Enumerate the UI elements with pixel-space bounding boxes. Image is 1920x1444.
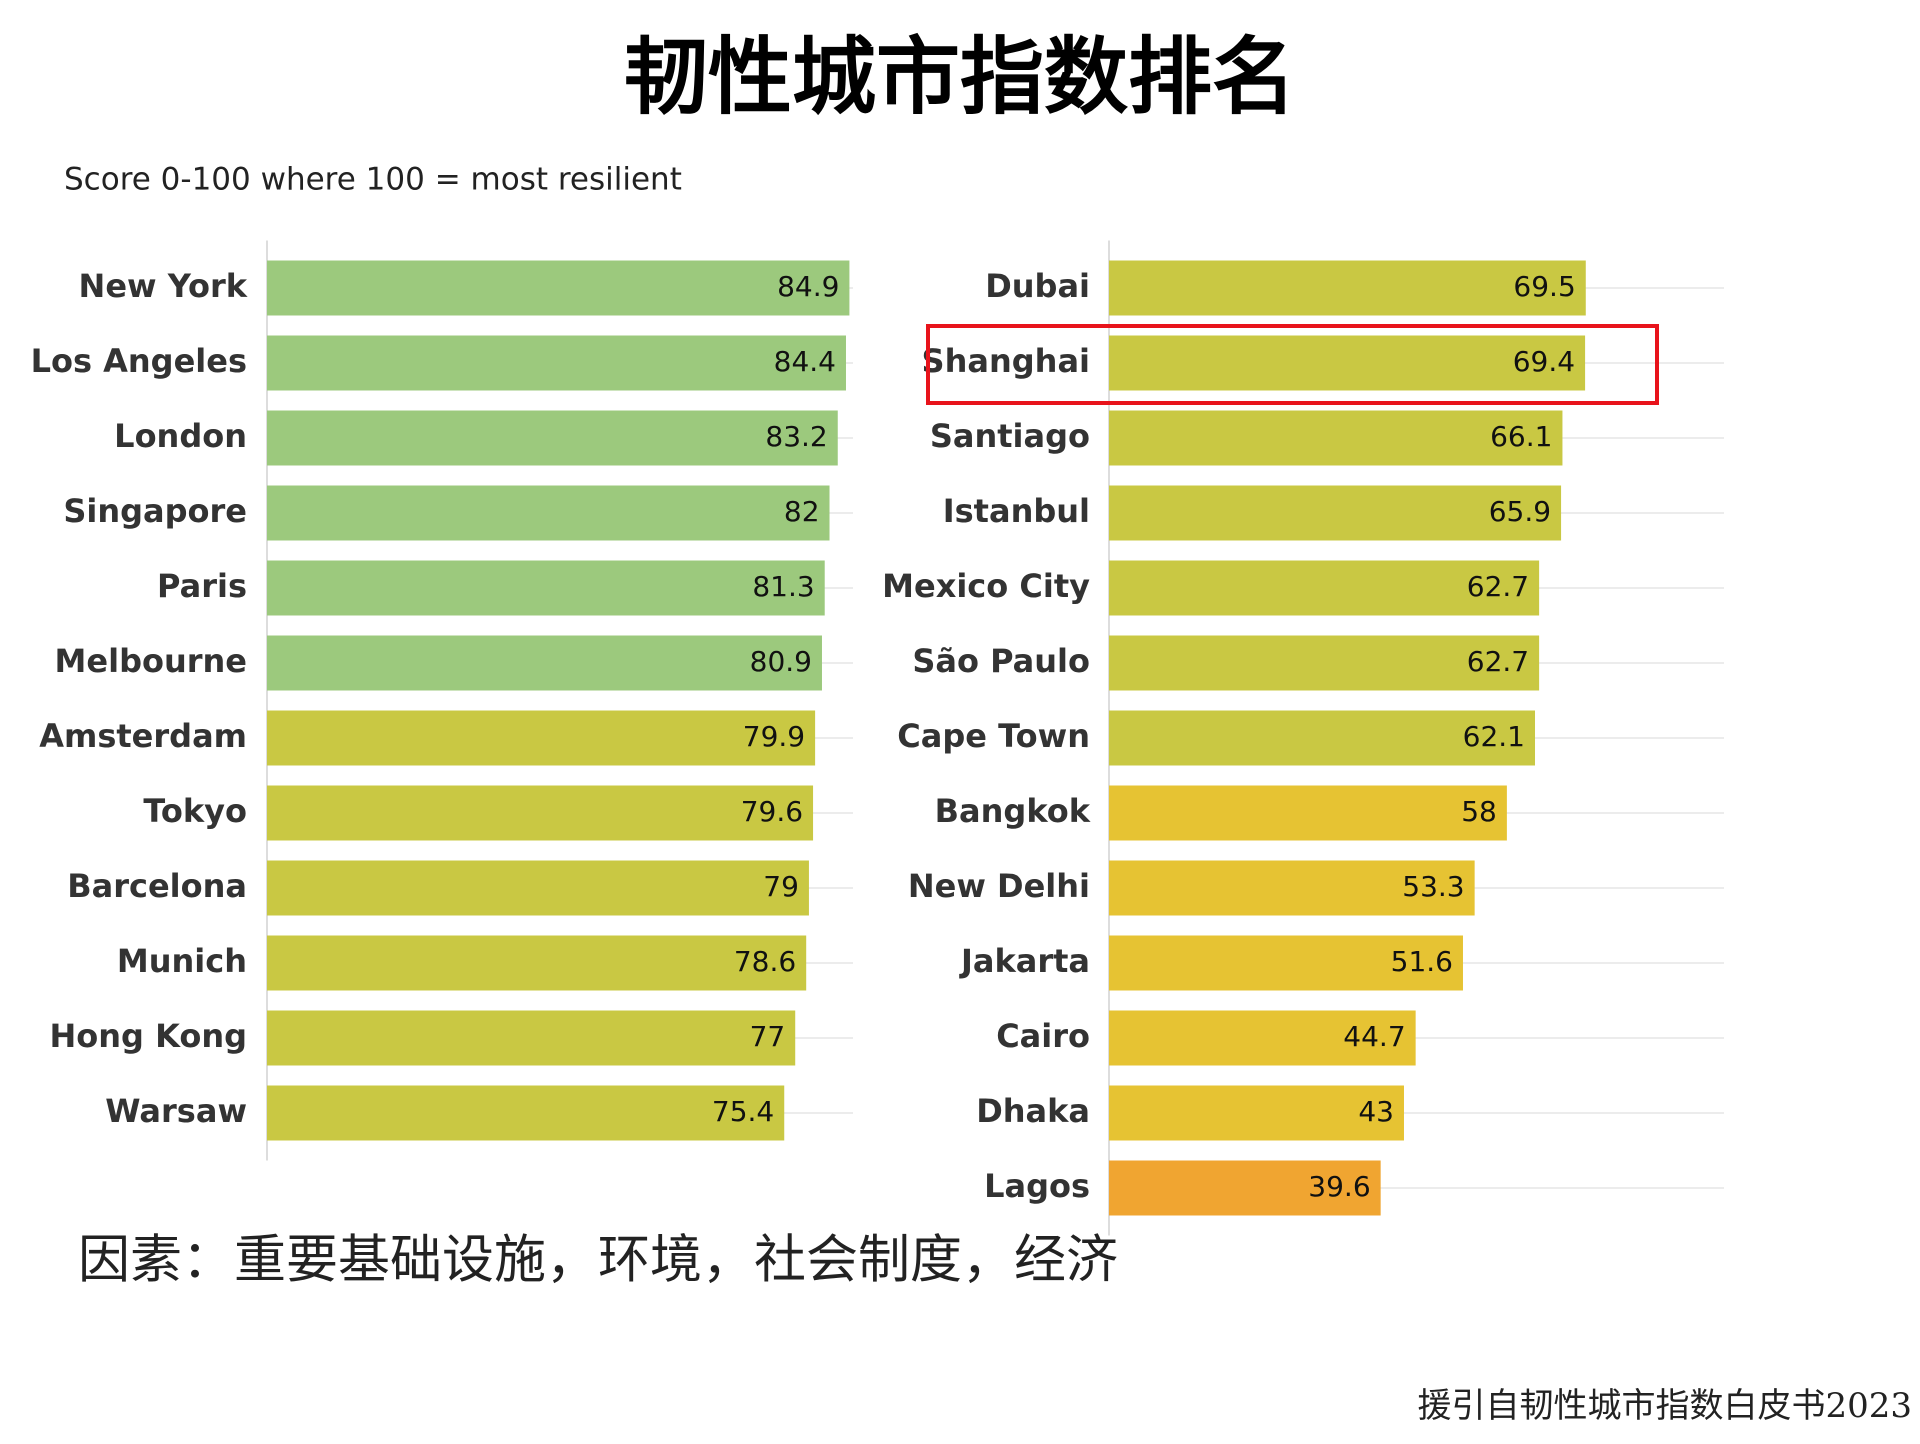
bar	[1109, 635, 1540, 691]
category-label: Cape Town	[897, 717, 1090, 755]
value-label: 69.4	[1513, 345, 1575, 378]
source: 援引自韧性城市指数白皮书2023	[1417, 1386, 1912, 1426]
bar	[267, 410, 838, 466]
value-label: 43	[1358, 1095, 1394, 1128]
bar	[1109, 1010, 1416, 1066]
value-label: 44.7	[1343, 1020, 1405, 1053]
bar	[267, 635, 822, 691]
value-label: 62.7	[1467, 570, 1529, 603]
subtitle: Score 0-100 where 100 = most resilient	[64, 162, 682, 198]
bar	[267, 785, 814, 841]
value-label: 62.7	[1467, 645, 1529, 678]
bar	[267, 710, 816, 766]
value-label: 79	[763, 870, 799, 903]
category-label: Cairo	[996, 1017, 1090, 1055]
value-label: 79.9	[743, 720, 805, 753]
category-label: Tokyo	[143, 792, 247, 830]
value-label: 51.6	[1391, 945, 1453, 978]
bar	[1109, 410, 1563, 466]
bar	[267, 485, 830, 541]
bar	[1109, 710, 1536, 766]
value-label: 69.5	[1513, 270, 1575, 303]
value-label: 77	[750, 1020, 786, 1053]
bar	[267, 335, 846, 391]
value-label: 75.4	[712, 1095, 774, 1128]
category-label: New York	[79, 267, 248, 305]
value-label: 66.1	[1490, 420, 1552, 453]
value-label: 65.9	[1489, 495, 1551, 528]
value-label: 84.9	[777, 270, 839, 303]
category-label: Mexico City	[882, 567, 1090, 605]
category-label: Singapore	[63, 492, 247, 530]
value-label: 80.9	[750, 645, 812, 678]
bar	[1109, 485, 1562, 541]
value-label: 81.3	[752, 570, 814, 603]
bar	[1109, 1160, 1381, 1216]
bar	[267, 1010, 796, 1066]
value-label: 62.1	[1463, 720, 1525, 753]
value-label: 78.6	[734, 945, 796, 978]
category-label: New Delhi	[908, 867, 1090, 905]
bar	[1109, 785, 1507, 841]
bar	[1109, 335, 1586, 391]
highlight-box	[926, 324, 1659, 405]
page-title: 韧性城市指数排名	[624, 28, 1296, 126]
value-label: 79.6	[741, 795, 803, 828]
category-label: Jakarta	[959, 942, 1090, 980]
category-label: Shanghai	[922, 342, 1090, 380]
bar	[1109, 260, 1586, 316]
category-label: Paris	[157, 567, 247, 605]
value-label: 58	[1461, 795, 1497, 828]
value-label: 82	[784, 495, 820, 528]
category-label: Amsterdam	[39, 717, 247, 755]
bar	[267, 260, 850, 316]
value-label: 39.6	[1308, 1170, 1370, 1203]
category-label: London	[114, 417, 247, 455]
bar	[1109, 560, 1540, 616]
bar	[1109, 860, 1475, 916]
value-label: 83.2	[765, 420, 827, 453]
category-label: Dubai	[985, 267, 1090, 305]
value-label: 53.3	[1402, 870, 1464, 903]
factors: 因素：重要基础设施，环境，社会制度，经济	[78, 1231, 1118, 1291]
category-label: Munich	[117, 942, 247, 980]
category-label: Los Angeles	[31, 342, 247, 380]
bar	[1109, 935, 1463, 991]
value-label: 84.4	[774, 345, 836, 378]
category-label: Istanbul	[943, 492, 1090, 530]
bar	[1109, 1085, 1404, 1141]
bar	[267, 1085, 785, 1141]
category-label: Melbourne	[55, 642, 247, 680]
bar	[267, 860, 809, 916]
category-label: São Paulo	[912, 642, 1090, 680]
category-label: Santiago	[930, 417, 1090, 455]
category-label: Bangkok	[935, 792, 1091, 830]
category-label: Hong Kong	[50, 1017, 248, 1055]
category-label: Dhaka	[976, 1092, 1090, 1130]
category-label: Warsaw	[105, 1092, 247, 1130]
category-label: Lagos	[984, 1167, 1090, 1205]
category-label: Barcelona	[67, 867, 247, 905]
bar	[267, 935, 807, 991]
bar	[267, 560, 825, 616]
